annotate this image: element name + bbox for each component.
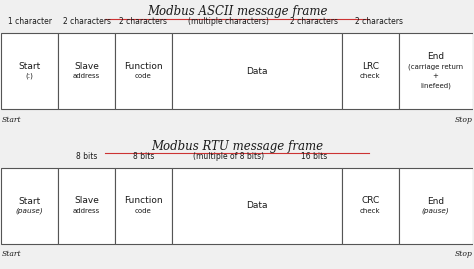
Text: Start: Start	[1, 116, 21, 124]
Text: linefeed): linefeed)	[420, 83, 451, 89]
Text: check: check	[360, 73, 381, 79]
FancyBboxPatch shape	[172, 33, 342, 109]
Text: CRC: CRC	[361, 196, 380, 205]
Text: Function: Function	[124, 196, 163, 205]
Text: Data: Data	[246, 67, 268, 76]
Text: +: +	[433, 73, 438, 79]
FancyBboxPatch shape	[58, 168, 115, 244]
Text: 8 bits: 8 bits	[76, 152, 97, 161]
FancyBboxPatch shape	[1, 168, 58, 244]
Text: Stop: Stop	[455, 116, 473, 124]
FancyBboxPatch shape	[399, 168, 473, 244]
Text: Modbus ASCII message frame: Modbus ASCII message frame	[147, 5, 327, 18]
FancyBboxPatch shape	[342, 168, 399, 244]
Text: (multiple characters): (multiple characters)	[188, 17, 269, 26]
FancyBboxPatch shape	[115, 168, 172, 244]
Text: Slave: Slave	[74, 62, 99, 71]
Text: address: address	[73, 208, 100, 214]
Text: LRC: LRC	[362, 62, 379, 71]
FancyBboxPatch shape	[399, 33, 473, 109]
Text: Modbus RTU message frame: Modbus RTU message frame	[151, 140, 323, 153]
Text: Function: Function	[124, 62, 163, 71]
FancyBboxPatch shape	[172, 168, 342, 244]
Text: 2 characters: 2 characters	[63, 17, 110, 26]
Text: Data: Data	[246, 201, 268, 210]
Text: End: End	[427, 52, 444, 61]
Text: Start: Start	[18, 197, 41, 206]
FancyBboxPatch shape	[342, 33, 399, 109]
Text: code: code	[135, 208, 152, 214]
Text: code: code	[135, 73, 152, 79]
Text: (multiple of 8 bits): (multiple of 8 bits)	[193, 152, 264, 161]
Text: Start: Start	[18, 62, 41, 71]
Text: (pause): (pause)	[16, 207, 44, 214]
Text: address: address	[73, 73, 100, 79]
Text: 2 characters: 2 characters	[119, 17, 167, 26]
Text: Start: Start	[1, 250, 21, 259]
Text: 2 characters: 2 characters	[355, 17, 403, 26]
Text: (:): (:)	[26, 73, 34, 79]
Text: Stop: Stop	[455, 250, 473, 259]
Text: End: End	[427, 197, 444, 206]
Text: check: check	[360, 208, 381, 214]
Text: Slave: Slave	[74, 196, 99, 205]
FancyBboxPatch shape	[58, 33, 115, 109]
Text: 1 character: 1 character	[8, 17, 52, 26]
Text: 8 bits: 8 bits	[133, 152, 154, 161]
Text: (carriage return: (carriage return	[408, 63, 463, 69]
FancyBboxPatch shape	[1, 33, 58, 109]
Text: 2 characters: 2 characters	[290, 17, 337, 26]
Text: 16 bits: 16 bits	[301, 152, 327, 161]
Text: (pause): (pause)	[422, 207, 449, 214]
FancyBboxPatch shape	[115, 33, 172, 109]
